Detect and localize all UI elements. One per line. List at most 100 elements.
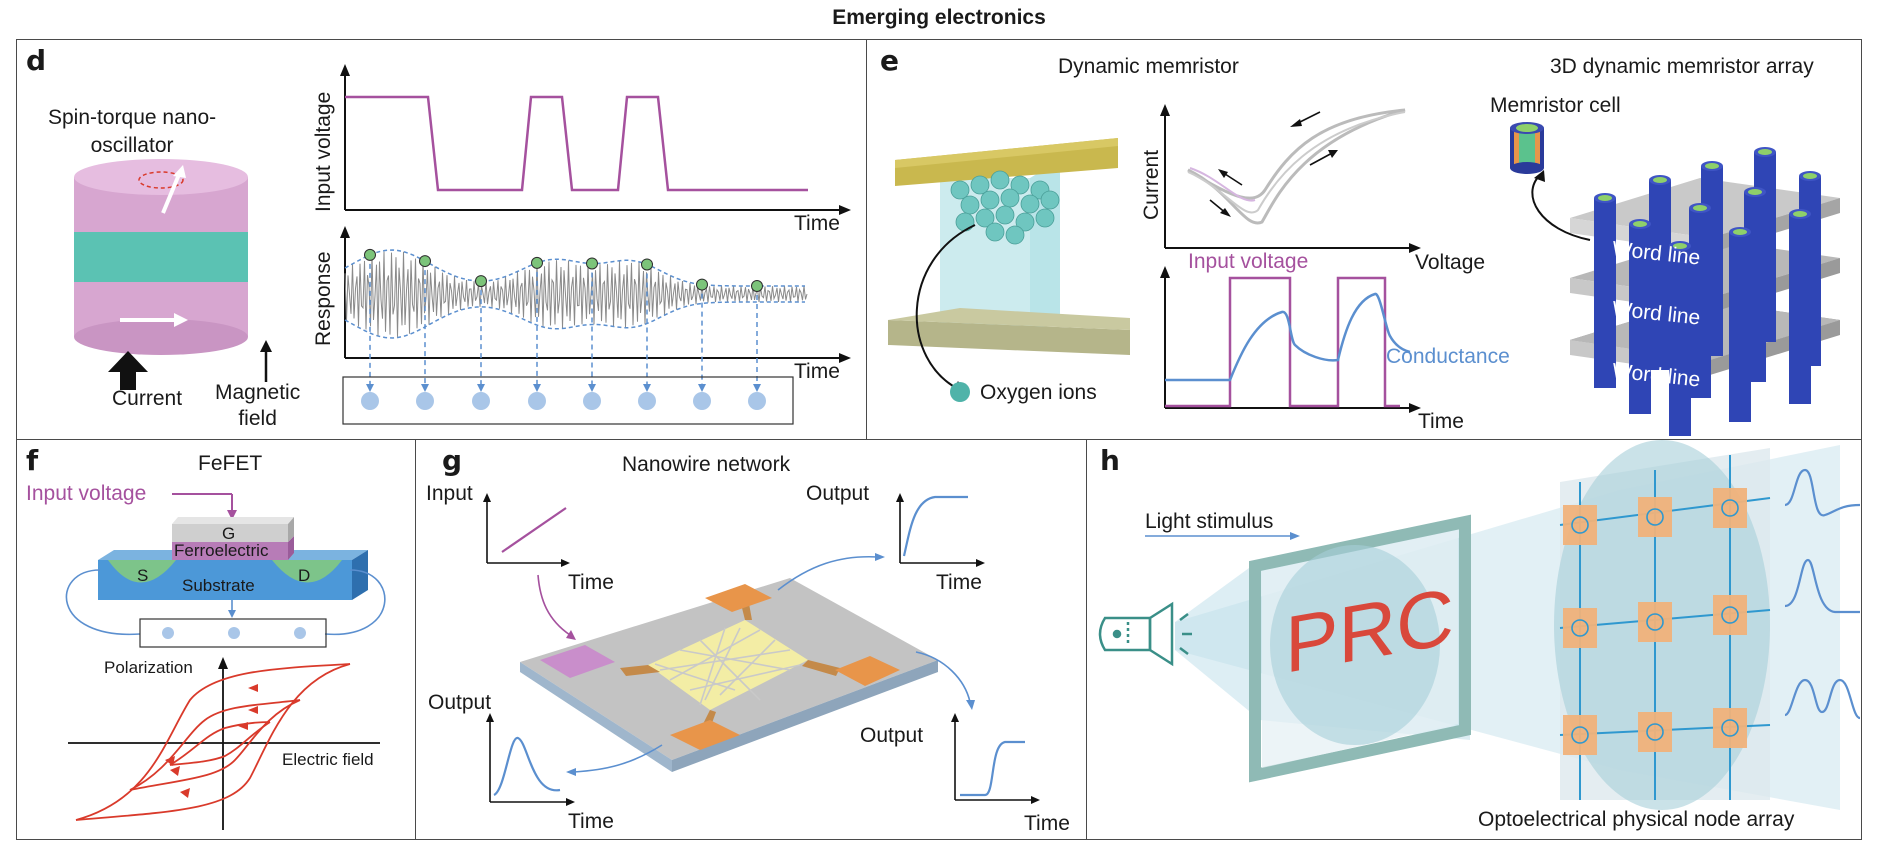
nanowire-time-label-4: Time [1024,812,1070,835]
oxygen-ion [1000,188,1020,208]
pe-hysteresis-loops [75,663,351,821]
memristor-pillar-core [1748,189,1762,195]
nanowire-network-title: Nanowire network [622,453,791,476]
node-rotation-mark [1721,606,1739,624]
conductance-label: Conductance [1386,345,1510,368]
panel-d-label: d [26,44,47,77]
cylinder-stack-icon [74,159,248,355]
memristor-pillar [1689,208,1711,398]
fefet-node-box [139,618,327,648]
3d-array-title: 3D dynamic memristor array [1550,55,1814,78]
optoelectrical-node [1563,608,1597,648]
memristor-pillar-core [1673,243,1687,249]
panel-e-label: e [880,44,899,77]
memristor-pillar-core [1733,229,1747,235]
memristor-pillar-core [1793,211,1807,217]
optoelectrical-node [1713,595,1747,635]
time-axis-label-d1: Time [794,212,840,235]
reservoir-node [361,392,379,410]
drain-label: D [298,566,311,585]
sampling-arrowhead [366,384,374,392]
nanowire-time-label-3: Time [568,810,614,833]
memristor-pillar-core [1633,221,1647,227]
memristor-pillar-core [1758,149,1772,155]
response-markers [364,248,763,392]
response-envelope-lower [344,301,805,339]
dynamic-memristor-title: Dynamic memristor [1058,55,1239,78]
panel-f-label: f [26,444,39,477]
optoelectrical-node [1638,602,1672,642]
response-envelope-upper [344,249,805,287]
sampling-point [751,279,763,292]
node-rotation-mark [1571,619,1589,637]
optoelectrical-node [1713,708,1747,748]
oxygen-ion [950,180,970,200]
node-rotation-mark [1721,499,1739,517]
sampling-arrowhead [643,384,651,392]
sampling-point [364,248,376,261]
hysteresis-loop [1187,108,1406,225]
memristor-pillar [1594,198,1616,388]
electric-field-axis-label: Electric field [282,750,374,769]
nanowire-output-label-1: Output [806,482,870,505]
reservoir-node-box [342,376,794,425]
optoelectrical-node [1638,497,1672,537]
panel-h-frame [1086,439,1862,840]
optoelectrical-nodes [1563,488,1747,755]
memristor-pillar-core [1693,205,1707,211]
memristor-cell-icon [1510,122,1544,174]
optoelectrical-node [1638,712,1672,752]
sampling-point [419,255,431,268]
gate-label: G [222,524,236,543]
conductance-trace [1165,292,1411,382]
oxygen-ion [975,208,995,228]
sampling-point [696,278,708,291]
current-label: Current [112,387,183,410]
oxygen-ion [980,190,1000,210]
current-arrow-icon [108,351,148,390]
time-axis-label-d2: Time [794,360,840,383]
oxygen-ion-legend-dot [950,382,970,402]
reservoir-node [583,392,601,410]
oxygen-ion [1010,175,1030,195]
nanowire-time-label-1: Time [568,571,614,594]
memristor-pillar [1669,246,1691,436]
node-rotation-mark [1646,723,1664,741]
arrow-up-icon [260,340,272,382]
nanowire-output-label-3: Output [860,724,924,747]
input-voltage-trace [345,95,808,192]
reservoir-node [748,392,766,410]
panel-h-label: h [1100,444,1120,477]
conductance-input-pulse [1165,276,1400,408]
fefet-input-voltage-label: Input voltage [26,482,147,505]
oxygen-ion [1035,208,1055,228]
light-stimulus-label: Light stimulus [1145,510,1274,533]
oxygen-ion [1015,212,1035,232]
node-rotation-mark [1721,719,1739,737]
sampling-arrowhead [533,384,541,392]
sampling-point [641,258,653,271]
reservoir-node [528,392,546,410]
sampling-arrowhead [477,384,485,392]
oxygen-ion [1020,194,1040,214]
node-rotation-mark [1646,508,1664,526]
reservoir-node [416,392,434,410]
source-label: S [137,566,149,585]
voltage-axis-label: Voltage [1415,251,1486,274]
oxygen-ion [985,222,1005,242]
polarization-axis-label: Polarization [104,658,193,677]
figure-title: Emerging electronics [832,6,1046,29]
oxygen-ions-label: Oxygen ions [980,381,1097,404]
substrate-label: Substrate [182,576,255,595]
memristor-pillar-core [1653,177,1667,183]
response-oscillation [344,249,808,339]
sampling-point [475,275,487,288]
memristor-pillar-core [1705,163,1719,169]
oxygen-ion [1005,225,1025,245]
oxygen-ion [970,175,990,195]
nanowire-time-label-2: Time [936,571,982,594]
nanowire-output-label-2: Output [428,691,492,714]
